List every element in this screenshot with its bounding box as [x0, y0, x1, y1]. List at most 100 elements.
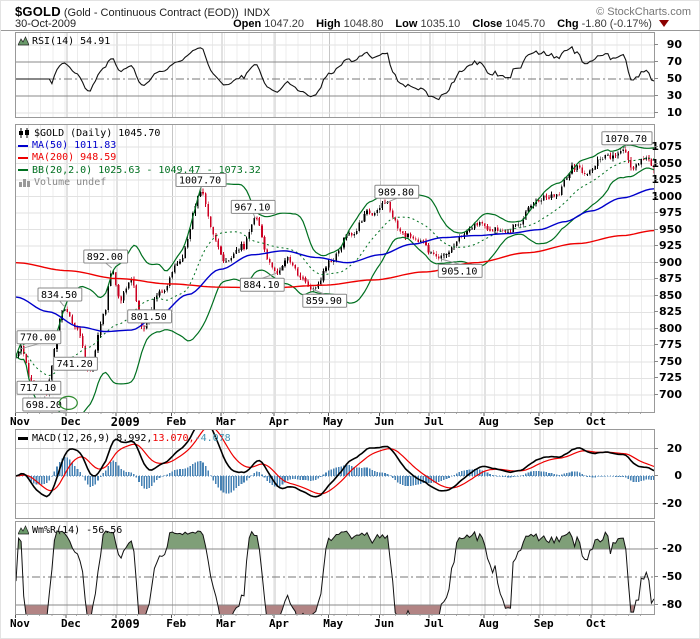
- quote-row: Open 1047.20 High 1048.80 Low 1035.10 Cl…: [224, 18, 669, 30]
- macd-signal-line: [16, 430, 654, 495]
- y-axis-tick: [654, 360, 658, 362]
- ma50-line-icon: [18, 144, 28, 147]
- y-axis-tick: [654, 294, 658, 296]
- x-axis-label: Apr: [269, 617, 289, 630]
- quote-date: 30-Oct-2009: [15, 18, 77, 30]
- y-axis-label: 700: [659, 387, 682, 401]
- close-value: 1045.70: [505, 18, 546, 30]
- y-axis-tick: [654, 162, 658, 164]
- wmr-legend: Wm%R(14) -56.56: [18, 524, 122, 536]
- rsi-legend-text: RSI(14) 54.91: [32, 35, 111, 47]
- x-axis-label: Sep: [533, 415, 554, 428]
- y-axis-label: 850: [659, 288, 682, 302]
- price-annotation: 989.80: [374, 184, 420, 204]
- x-axis-label: Dec: [61, 415, 81, 428]
- vertical-gridlines: [27, 522, 643, 614]
- ma200-line-icon: [18, 156, 28, 159]
- macd-signal-value: 13.070,: [152, 432, 195, 444]
- x-axis-label: Mar: [216, 415, 236, 428]
- y-axis-tick: [654, 44, 658, 45]
- y-axis-label: -20: [662, 542, 682, 555]
- svg-text:1007.70: 1007.70: [179, 176, 221, 187]
- y-axis-label: 925: [659, 239, 682, 253]
- y-axis-tick: [654, 377, 658, 379]
- header-title: $GOLD (Gold - Continuous Contract (EOD))…: [15, 4, 270, 19]
- legend-ma200-row: MA(200) 948.59: [18, 152, 261, 164]
- y-axis-label: 70: [666, 55, 682, 68]
- x-axis-label: Jul: [424, 415, 444, 428]
- y-axis-tick: [654, 475, 658, 476]
- wmr-legend-text: Wm%R(14) -56.56: [32, 524, 123, 536]
- y-axis-tick: [654, 548, 658, 549]
- y-axis-label: -20: [662, 496, 682, 510]
- y-axis-label: 875: [659, 272, 682, 286]
- svg-text:892.00: 892.00: [87, 252, 123, 263]
- y-axis-tick: [654, 212, 658, 214]
- high-label: High: [316, 18, 341, 30]
- y-axis-label: 975: [659, 206, 682, 220]
- price-annotation: 770.00: [16, 330, 62, 350]
- y-axis-label: 800: [659, 321, 682, 335]
- x-axis-label: Jul: [424, 617, 444, 630]
- stockcharts-credit: © StockCharts.com: [596, 6, 691, 18]
- price-annotation: 698.20: [22, 396, 68, 412]
- svg-text:834.50: 834.50: [41, 290, 77, 301]
- price-legend: $GOLD (Daily) 1045.70 MA(50) 1011.83 MA(…: [18, 127, 261, 189]
- macd-panel: [15, 429, 655, 519]
- rsi-panel: [15, 32, 655, 118]
- price-annotation: 884.10: [239, 272, 285, 292]
- svg-text:989.80: 989.80: [378, 187, 414, 198]
- y-axis-label: 90: [666, 38, 682, 51]
- x-axis-label: Oct: [586, 415, 606, 428]
- x-axis-label: Aug: [478, 617, 499, 630]
- macd-legend-text: MACD(12,26,9) 8.992,: [32, 432, 153, 444]
- y-axis-label: 775: [659, 338, 682, 352]
- x-axis-label: Nov: [10, 617, 30, 630]
- x-axis-label: Jun: [374, 415, 395, 428]
- y-axis-label: 1000: [651, 189, 682, 203]
- x-axis-label: 2009: [110, 617, 140, 631]
- svg-text:905.10: 905.10: [441, 266, 477, 277]
- area-chart-icon: [18, 36, 29, 46]
- price-annotation: 717.10: [16, 380, 62, 395]
- y-axis-tick: [654, 245, 658, 247]
- svg-text:967.10: 967.10: [234, 202, 270, 213]
- y-axis-tick: [654, 311, 658, 313]
- y-axis-tick: [654, 447, 658, 449]
- svg-text:801.50: 801.50: [131, 312, 167, 323]
- y-axis-tick: [654, 344, 658, 346]
- open-label: Open: [233, 18, 262, 30]
- x-axis-label: Nov: [10, 415, 30, 428]
- x-axis-label: Feb: [166, 415, 187, 428]
- chg-label: Chg: [557, 18, 579, 30]
- price-annotation: 834.50: [37, 287, 83, 307]
- y-axis-label: 0: [674, 469, 682, 482]
- y-axis-label: 30: [666, 89, 682, 102]
- legend-bb-row: BB(20,2.0) 1025.63 - 1049.47 - 1073.32: [18, 164, 261, 176]
- y-axis-tick: [654, 278, 658, 280]
- bb-line-icon: [18, 169, 28, 172]
- x-axis-label: May: [323, 415, 344, 428]
- x-axis-label: Feb: [166, 617, 187, 630]
- y-axis-tick: [654, 502, 658, 504]
- x-axis-label: Jun: [374, 617, 395, 630]
- y-axis-label: 900: [659, 255, 682, 269]
- svg-text:717.10: 717.10: [20, 383, 56, 394]
- macd-line-icon: [18, 436, 28, 440]
- y-axis-tick: [654, 228, 658, 230]
- symbol: $GOLD: [15, 4, 61, 19]
- high-value: 1048.80: [343, 18, 384, 30]
- y-axis-tick: [654, 78, 658, 79]
- price-annotation: 859.90: [302, 288, 348, 308]
- y-axis-label: 950: [659, 222, 682, 236]
- price-annotation: 801.50: [127, 309, 172, 329]
- x-axis-label: 2009: [110, 415, 140, 429]
- y-axis-label: 1025: [651, 173, 682, 187]
- svg-text:884.10: 884.10: [243, 280, 279, 291]
- y-axis-label: 825: [659, 305, 682, 319]
- exchange-label: INDX: [243, 7, 271, 19]
- open-value: 1047.20: [264, 18, 305, 30]
- svg-text:859.90: 859.90: [306, 296, 342, 307]
- y-axis-label: 50: [666, 72, 682, 85]
- y-axis-label: 1050: [651, 156, 682, 170]
